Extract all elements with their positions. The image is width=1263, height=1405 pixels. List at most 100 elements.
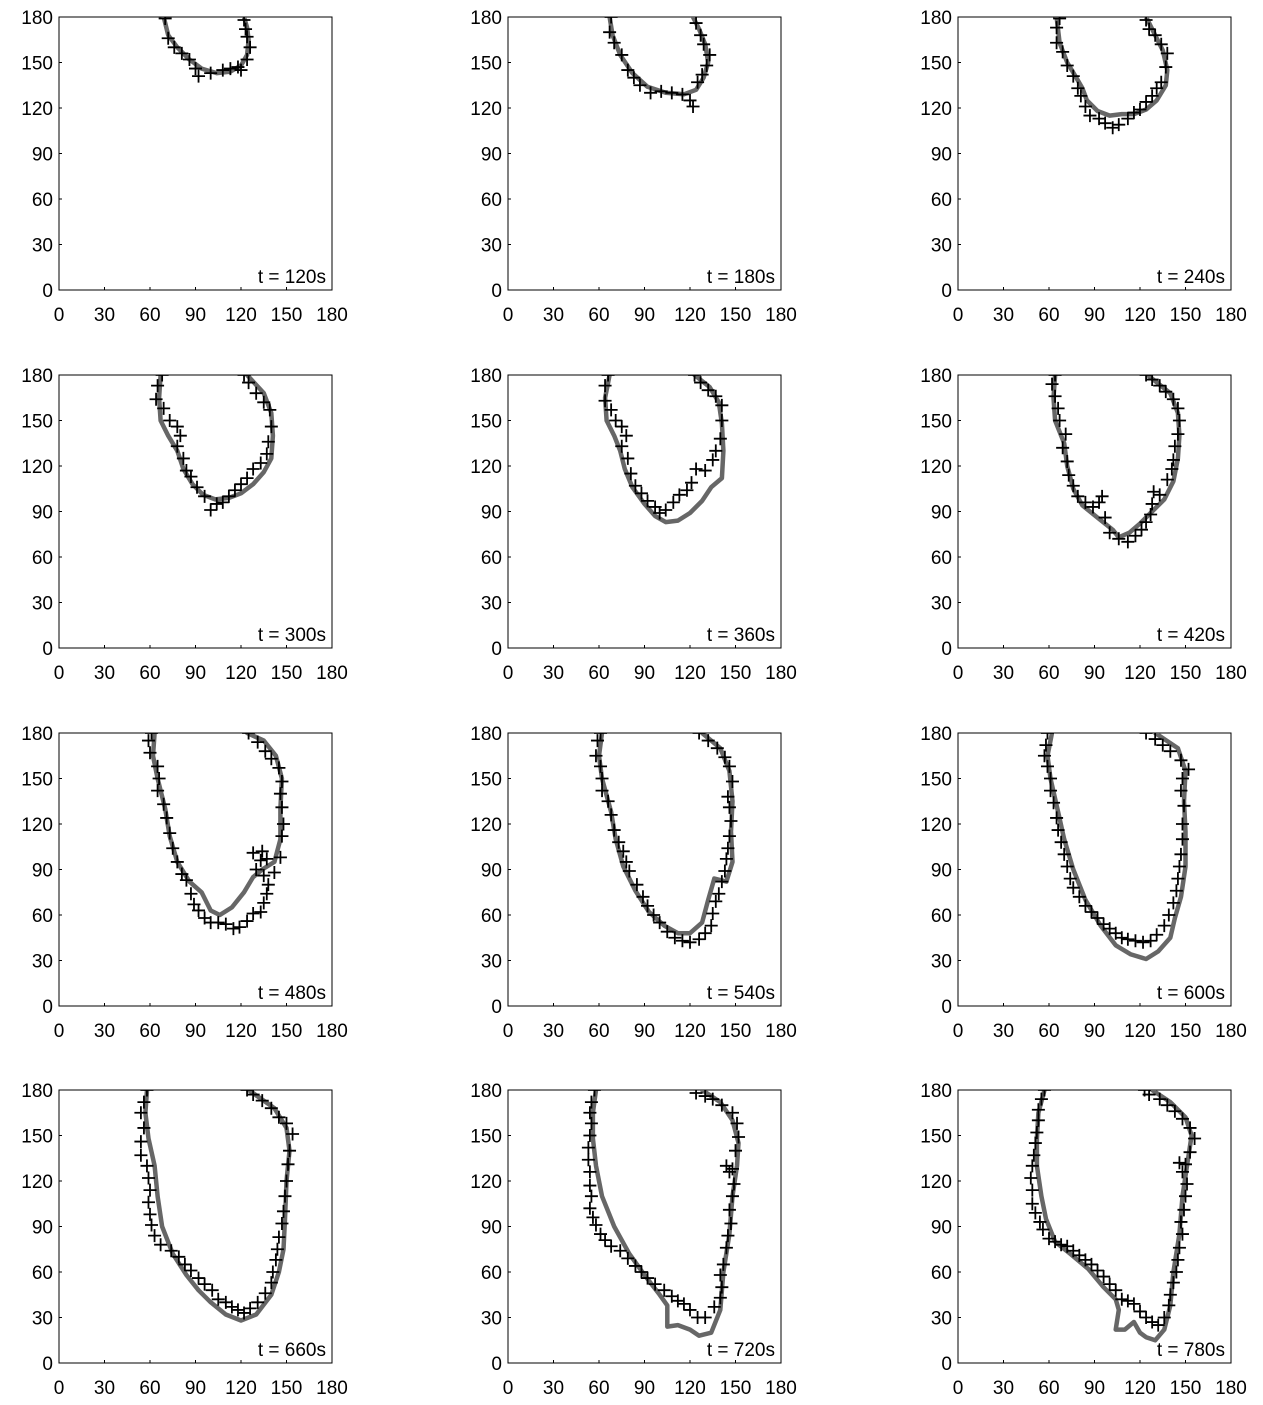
- y-tick-label: 180: [920, 8, 952, 29]
- data-marker: [231, 60, 245, 74]
- y-tick-label: 150: [470, 770, 502, 791]
- y-tick-label: 60: [481, 548, 502, 569]
- time-label: t = 120s: [258, 267, 326, 288]
- data-marker: [691, 75, 705, 89]
- data-marker: [1048, 375, 1062, 382]
- data-marker: [1172, 1156, 1186, 1170]
- data-marker: [1172, 1241, 1186, 1255]
- data-marker: [240, 30, 254, 44]
- data-marker: [721, 1229, 735, 1243]
- data-marker: [694, 376, 708, 390]
- y-tick-label: 180: [21, 1081, 53, 1102]
- data-marker: [237, 17, 251, 27]
- data-marker: [1050, 811, 1064, 825]
- y-tick-label: 60: [32, 190, 53, 211]
- y-tick-label: 90: [32, 503, 53, 524]
- x-tick-label: 150: [271, 1378, 303, 1399]
- data-marker: [1168, 439, 1182, 453]
- y-tick-label: 180: [920, 366, 952, 387]
- data-marker: [249, 386, 263, 400]
- data-marker: [210, 497, 224, 511]
- data-marker: [264, 1276, 278, 1290]
- y-tick-label: 90: [32, 861, 53, 882]
- data-marker: [718, 864, 732, 878]
- data-marker: [713, 1268, 727, 1282]
- data-marker: [1066, 881, 1080, 895]
- boundary-curve: [1051, 375, 1182, 540]
- time-label: t = 420s: [1157, 625, 1225, 646]
- x-tick-label: 60: [588, 1021, 609, 1042]
- x-tick-label: 180: [765, 1378, 797, 1399]
- data-marker: [226, 922, 240, 936]
- data-marker: [170, 439, 184, 453]
- data-marker: [1057, 847, 1071, 861]
- time-label: t = 780s: [1157, 1340, 1225, 1361]
- data-marker: [222, 489, 236, 503]
- data-marker: [1157, 919, 1171, 933]
- marker-group: [141, 733, 290, 936]
- data-marker: [1103, 1277, 1117, 1291]
- data-marker: [286, 1127, 300, 1141]
- x-tick-label: 90: [1084, 663, 1105, 684]
- data-marker: [246, 906, 260, 920]
- data-marker: [246, 846, 260, 860]
- data-marker: [216, 495, 230, 509]
- data-marker: [1060, 859, 1074, 873]
- x-tick-label: 90: [634, 663, 655, 684]
- x-tick-label: 180: [316, 663, 348, 684]
- y-tick-label: 90: [481, 861, 502, 882]
- data-marker: [1159, 60, 1173, 74]
- data-marker: [1027, 1148, 1041, 1162]
- y-tick-label: 120: [920, 457, 952, 478]
- x-tick-label: 150: [720, 1378, 752, 1399]
- data-marker: [590, 734, 604, 748]
- x-tick-label: 120: [225, 305, 257, 326]
- y-tick-label: 60: [931, 190, 952, 211]
- data-marker: [140, 1159, 154, 1173]
- data-marker: [621, 1251, 635, 1265]
- x-tick-label: 0: [503, 663, 514, 684]
- data-marker: [584, 1116, 598, 1130]
- data-marker: [1135, 523, 1149, 537]
- data-marker: [1056, 441, 1070, 455]
- data-marker: [1128, 934, 1142, 948]
- data-marker: [1133, 103, 1147, 117]
- marker-group: [598, 375, 729, 520]
- axes-box: [507, 374, 782, 649]
- data-marker: [257, 395, 271, 409]
- data-marker: [1175, 817, 1189, 831]
- marker-group: [603, 17, 717, 113]
- data-marker: [698, 926, 712, 940]
- axes-box: [957, 732, 1232, 1007]
- data-marker: [225, 1300, 239, 1314]
- data-marker: [1147, 485, 1161, 499]
- data-marker: [192, 69, 206, 83]
- data-marker: [149, 392, 163, 406]
- data-marker: [258, 1286, 272, 1300]
- time-label: t = 720s: [707, 1340, 775, 1361]
- data-marker: [143, 1183, 157, 1197]
- data-marker: [1025, 1183, 1039, 1197]
- data-marker: [621, 63, 635, 77]
- data-marker: [1042, 1232, 1056, 1246]
- data-marker: [719, 1241, 733, 1255]
- data-marker: [276, 817, 290, 831]
- data-marker: [583, 1106, 597, 1120]
- y-tick-label: 90: [931, 145, 952, 166]
- data-marker: [595, 772, 609, 785]
- marker-group: [1024, 1090, 1202, 1332]
- data-marker: [660, 925, 674, 939]
- marker-group: [134, 1090, 300, 1320]
- data-marker: [613, 1244, 627, 1258]
- data-marker: [1047, 796, 1061, 810]
- y-tick-label: 30: [481, 952, 502, 973]
- data-marker: [709, 894, 723, 908]
- data-marker: [1040, 733, 1054, 740]
- data-marker: [1169, 884, 1183, 898]
- data-marker: [273, 787, 287, 801]
- data-marker: [1121, 112, 1135, 126]
- axes-box: [58, 374, 333, 649]
- data-marker: [1177, 799, 1191, 813]
- data-marker: [666, 495, 680, 509]
- data-marker: [254, 456, 268, 470]
